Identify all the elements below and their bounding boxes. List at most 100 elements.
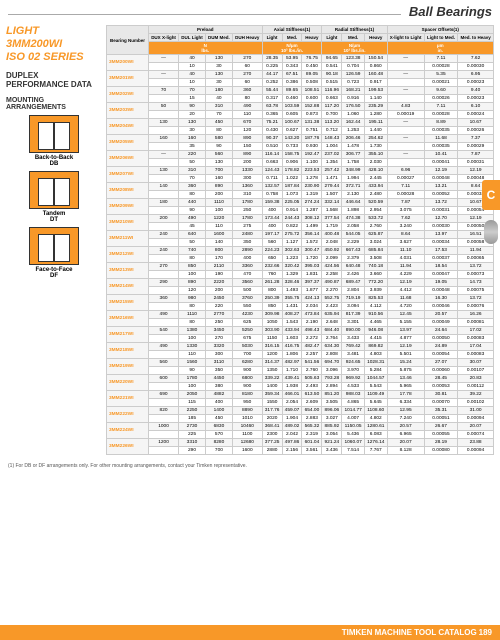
data-cell: 224.23 <box>262 247 282 255</box>
data-cell: 240 <box>149 231 179 239</box>
data-cell: 148.43 <box>322 135 342 143</box>
data-cell: 3.505 <box>322 399 342 407</box>
data-cell: 0.906 <box>282 159 302 167</box>
table-row: 1030600.2520.3860.5080.5150.7230.9170.00… <box>107 79 494 87</box>
data-cell: 490 <box>149 311 179 319</box>
data-cell: 800 <box>205 247 232 255</box>
data-cell: 225.05 <box>282 199 302 207</box>
data-cell <box>149 447 179 455</box>
page-footer: TIMKEN MACHINE TOOL CATALOG 189 <box>0 625 500 640</box>
data-cell: 12680 <box>232 439 262 447</box>
data-cell: 90.37 <box>262 135 282 143</box>
data-cell: 5.155 <box>387 319 424 327</box>
section-tab[interactable]: C <box>482 180 500 210</box>
data-cell: 1.719 <box>322 223 342 231</box>
data-cell: 2.048 <box>322 239 342 247</box>
data-cell: 4882 <box>205 391 232 399</box>
data-cell: 2220 <box>205 279 232 287</box>
data-cell: 1.127 <box>282 239 302 247</box>
bearing-cell: 3MM209WI <box>107 199 149 215</box>
data-cell <box>149 79 179 87</box>
data-cell: 0.822 <box>282 223 302 231</box>
data-cell: 5.645 <box>364 399 387 407</box>
data-cell: 223.53 <box>302 167 322 175</box>
data-cell: 170 <box>205 255 232 263</box>
data-cell: 9.60 <box>424 87 457 95</box>
data-cell: 2020 <box>262 415 282 423</box>
data-cell: 5.501 <box>387 351 424 359</box>
data-cell: 152.88 <box>302 103 322 111</box>
data-cell: 0.00050 <box>424 335 457 343</box>
data-cell: 1600 <box>205 231 232 239</box>
data-cell: — <box>149 71 179 79</box>
data-cell: 470 <box>232 271 262 279</box>
data-cell: 580 <box>205 135 232 143</box>
table-row: 3MM217WI540138034505250303.90433.94498.4… <box>107 327 494 335</box>
data-cell: — <box>387 119 424 127</box>
data-cell: 195.11 <box>364 119 387 127</box>
bearing-cell: 3MM215WI <box>107 295 149 311</box>
table-row: 1202005008001.4931.8772.2702.8043.9394.4… <box>107 287 494 295</box>
table-row: 3MM213WI27085021103360232.66320.42395.03… <box>107 263 494 271</box>
data-cell: 2.258 <box>322 271 342 279</box>
data-cell <box>387 159 424 167</box>
data-cell: 0.00055 <box>424 431 457 439</box>
data-cell: 1.730 <box>364 143 387 151</box>
data-cell: 3.075 <box>387 207 424 215</box>
data-cell: 850 <box>179 263 206 271</box>
unit-cell: Nlbs. <box>149 42 263 55</box>
data-cell: 0.510 <box>262 143 282 151</box>
data-cell: 160 <box>205 175 232 183</box>
data-cell <box>387 143 424 151</box>
data-cell: 4.412 <box>387 287 424 295</box>
data-cell: 150 <box>232 143 262 151</box>
data-cell: 400 <box>232 255 262 263</box>
data-cell: 1550 <box>262 399 282 407</box>
data-cell: 377.54 <box>322 215 342 223</box>
data-cell: 890 <box>179 279 206 287</box>
data-cell: 2.894 <box>322 383 342 391</box>
data-cell: 220 <box>179 151 206 159</box>
data-cell: 890.00 <box>342 327 365 335</box>
table-row: 3MM208WI1403608901360132.57187.84230.902… <box>107 183 494 191</box>
data-cell: 0.00037 <box>424 255 457 263</box>
data-cell: 279.44 <box>322 183 342 191</box>
data-cell: 482.47 <box>302 343 322 351</box>
data-cell: 225 <box>179 431 206 439</box>
bearing-cell: 3MM217WI <box>107 327 149 343</box>
data-cell: 12.19 <box>387 279 424 287</box>
data-cell: 2.270 <box>322 287 342 295</box>
bearing-cell: 3MM211WI <box>107 231 149 247</box>
data-cell: 1060.07 <box>342 439 365 447</box>
data-cell: 440 <box>179 199 206 207</box>
data-cell: 1.904 <box>282 415 302 423</box>
data-cell: 0.916 <box>342 95 365 103</box>
data-cell: 533.72 <box>364 215 387 223</box>
table-row: 3MM201WI—4013027044.1767.5189.0590.18126… <box>107 71 494 79</box>
data-cell: 67.51 <box>282 71 302 79</box>
data-cell: 416.75 <box>282 343 302 351</box>
data-cell: 2.058 <box>342 223 365 231</box>
data-cell: 1109.49 <box>364 391 387 399</box>
data-cell: 45 <box>179 223 206 231</box>
diagram-dt: Tandem DT <box>6 171 102 223</box>
data-cell: 44.17 <box>262 71 282 79</box>
data-cell: 0.00073 <box>458 271 494 279</box>
data-cell: 0.00041 <box>424 159 457 167</box>
footer-page: 189 <box>479 628 492 637</box>
table-row: 3MM222WI820225014008890317.76459.07654.0… <box>107 407 494 415</box>
data-cell: 1010 <box>232 415 262 423</box>
data-cell: 0.00076 <box>458 303 494 311</box>
data-cell: 0.00031 <box>424 207 457 215</box>
data-cell: 601.04 <box>302 439 322 447</box>
table-row: 3MM224WI10002730683010460368.41489.02565… <box>107 423 494 431</box>
data-cell: 0.00030 <box>424 223 457 231</box>
data-cell: 640.48 <box>342 263 365 271</box>
data-cell: 1220 <box>205 215 232 223</box>
data-cell: 360 <box>232 87 262 95</box>
data-cell: 0.00052 <box>424 191 457 199</box>
data-cell: 185 <box>179 415 206 423</box>
data-cell: 3.054 <box>322 431 342 439</box>
data-cell: 368.41 <box>262 423 282 431</box>
bearing-cell: 3MM212WI <box>107 247 149 263</box>
